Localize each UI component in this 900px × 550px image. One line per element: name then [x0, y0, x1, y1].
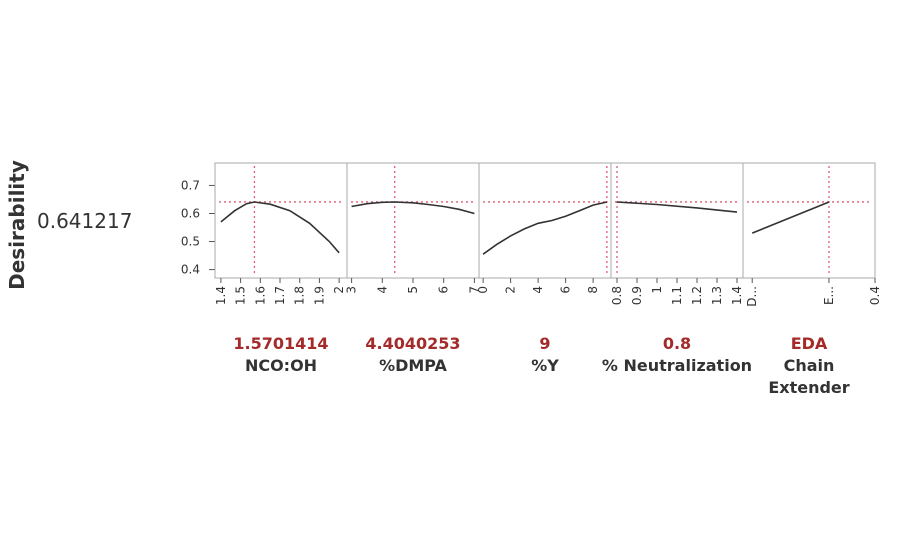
factor-current-value[interactable]: 9 [539, 334, 550, 353]
factor-name: NCO:OH [245, 356, 317, 375]
x-tick-label: 1.9 [312, 286, 326, 305]
desirability-value: 0.641217 [37, 209, 132, 233]
x-tick-label: 3 [345, 286, 359, 294]
panel-frame [742, 162, 876, 279]
factor-current-value[interactable]: 1.5701414 [233, 334, 328, 353]
x-tick-label: 4 [375, 286, 389, 294]
profile-curve [220, 201, 340, 254]
factor-name: %Y [531, 356, 559, 375]
panel-neutralization: 0.8 0.9 1 1.1 1.2 1.3 1.4 0.8 % Neutralization [602, 162, 752, 375]
x-tick-label: 0 [476, 286, 490, 294]
factor-name: Chain [784, 356, 835, 375]
x-tick-label: 8 [586, 286, 600, 294]
factor-name: Extender [768, 378, 849, 397]
x-tick-label: 7 [467, 286, 481, 294]
x-tick-label: 1.7 [273, 286, 287, 305]
x-tick-label: 6 [559, 286, 573, 294]
factor-current-value[interactable]: 4.4040253 [365, 334, 460, 353]
y-tick-label: 0.7 [181, 178, 200, 192]
panel-nco-oh: 1.4 1.5 1.6 1.7 1.8 1.9 2 1.5701414 NCO:OH [214, 162, 348, 375]
x-tick-label: 1.8 [293, 286, 307, 305]
x-tick-label: 5 [406, 286, 420, 294]
x-tick-label: D... [745, 286, 759, 307]
x-tick-label: 1.6 [253, 286, 267, 305]
factor-current-value[interactable]: 0.8 [663, 334, 691, 353]
panel-frame [214, 162, 348, 279]
y-tick-label: 0.6 [181, 206, 200, 220]
profile-curve [351, 201, 475, 215]
panel-dmpa: 3 4 5 6 7 4.4040253 %DMPA [345, 162, 481, 375]
x-tick-label: 1.3 [710, 286, 724, 305]
x-tick-label: 0.8 [610, 286, 624, 305]
y-tick-label: 0.5 [181, 235, 200, 249]
x-tick-label: 2 [332, 286, 346, 294]
x-tick-label: E... [822, 286, 836, 305]
panel-frame [610, 162, 744, 279]
x-tick-label: 2 [504, 286, 518, 294]
y-tick-label: 0.4 [181, 263, 200, 277]
x-tick-label: 0.4 [868, 286, 882, 305]
x-tick-label: 1.4 [730, 286, 744, 305]
x-tick-label: 1.2 [690, 286, 704, 305]
x-tick-label: 1.5 [234, 286, 248, 305]
panel-y: 0 2 4 6 8 9 %Y [476, 162, 612, 375]
x-tick-label: 4 [531, 286, 545, 294]
y-axis-label: Desirability [5, 160, 29, 290]
profile-curve [482, 201, 608, 255]
x-tick-label: 1 [650, 286, 664, 294]
factor-name: % Neutralization [602, 356, 752, 375]
x-tick-label: 1.4 [214, 286, 228, 305]
panel-frame [346, 162, 480, 279]
profile-panels: 1.4 1.5 1.6 1.7 1.8 1.9 2 1.5701414 NCO:OH 3 4 5 6 7 4… [214, 162, 882, 397]
factor-current-value[interactable]: EDA [791, 334, 828, 353]
panel-frame [478, 162, 612, 279]
x-tick-label: 0.9 [630, 286, 644, 305]
x-tick-label: 6 [437, 286, 451, 294]
panel-chain-extender: D... E... 0.4 EDA Chain Extender [742, 162, 882, 397]
profile-curve [616, 201, 738, 213]
y-axis: 0.4 0.5 0.6 0.7 [181, 178, 215, 277]
profile-curve [751, 201, 830, 234]
factor-name: %DMPA [379, 356, 447, 375]
x-tick-label: 1.1 [670, 286, 684, 305]
